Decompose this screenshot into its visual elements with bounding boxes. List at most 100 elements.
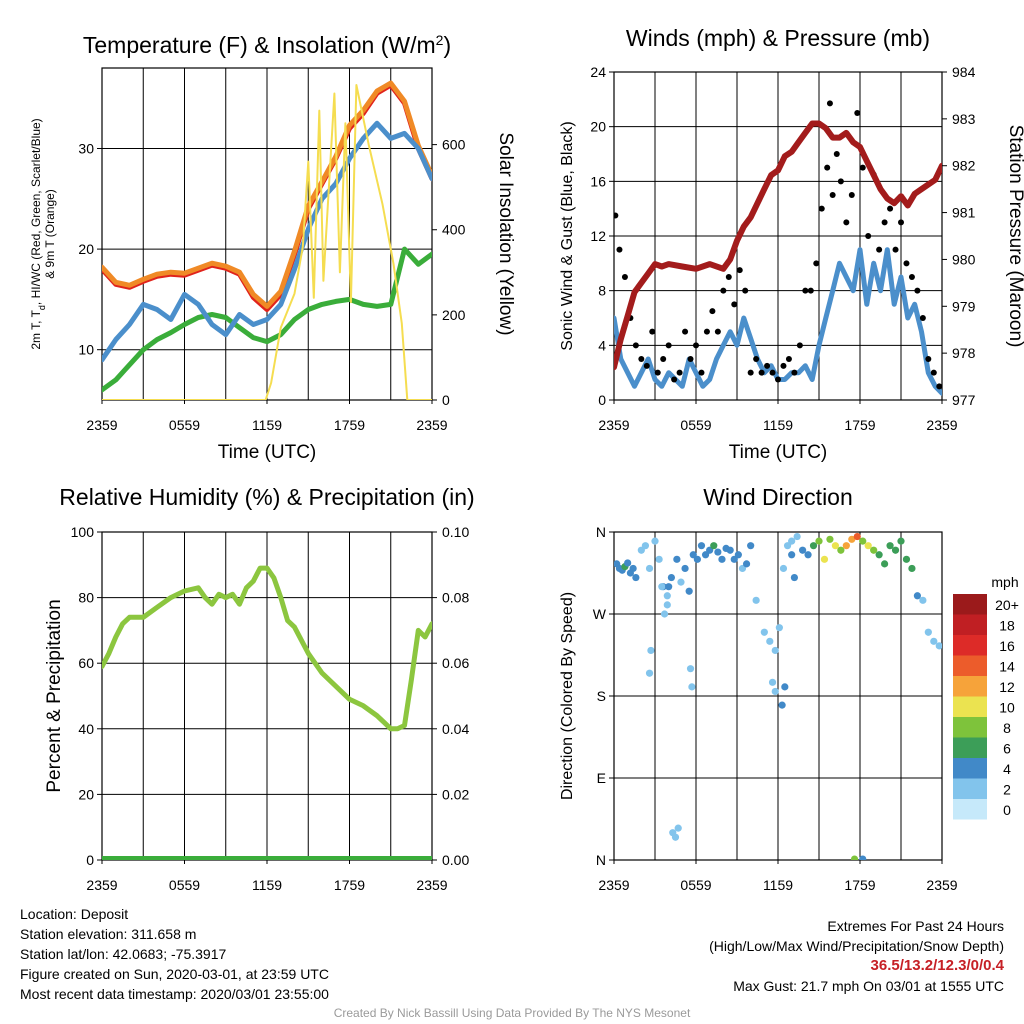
humidity-title: Relative Humidity (%) & Precipitation (i…: [59, 484, 474, 510]
direction-point: [667, 573, 676, 582]
gust-point: [632, 342, 639, 349]
direction-point: [778, 701, 786, 709]
legend-label: 0: [1003, 802, 1011, 818]
temperature-xlabel: Time (UTC): [218, 442, 317, 463]
y2-tick-label: 981: [952, 205, 976, 221]
speed-legend: mph 20+ 18 16 14 12 10 8 6 4 2 0: [953, 574, 1019, 820]
latlon-text: Station lat/lon: 42.0683; -75.3917: [20, 946, 227, 962]
wind-direction-title: Wind Direction: [703, 484, 853, 510]
gust-point: [775, 376, 781, 383]
legend-swatch: [953, 717, 987, 738]
y-tick-label: E: [597, 770, 606, 786]
y-tick-label: 24: [590, 64, 606, 80]
y-tick-label: N: [596, 524, 606, 540]
direction-point: [930, 637, 938, 645]
series-9m-t-line: [102, 80, 432, 309]
gust-point: [736, 267, 743, 274]
wind-direction-ylabel: Direction (Colored By Speed): [559, 592, 576, 800]
direction-point: [886, 542, 894, 550]
gust-point: [876, 246, 883, 253]
gust-point: [769, 369, 776, 376]
direction-point: [853, 532, 861, 541]
gust-point: [703, 328, 710, 335]
x-tick-label: 1159: [763, 417, 793, 433]
direction-point: [913, 592, 922, 600]
y-tick-label: 20: [78, 786, 94, 802]
direction-point: [864, 542, 872, 550]
direction-point: [710, 542, 718, 550]
gust-point: [796, 342, 803, 349]
gust-point: [742, 287, 749, 294]
direction-point: [781, 683, 789, 691]
direction-point: [775, 624, 783, 632]
temperature-ylabel-line2: & 9m T (Orange): [43, 189, 57, 279]
x-tick-label: 2359: [416, 417, 447, 433]
direction-point: [902, 555, 911, 563]
gust-point: [709, 308, 716, 315]
y2-tick-label: 400: [442, 222, 466, 238]
x-tick-label: 1159: [763, 877, 793, 893]
gust-point: [638, 356, 645, 362]
winds-title: Winds (mph) & Pressure (mb): [626, 25, 930, 51]
gust-point: [925, 356, 932, 362]
direction-point: [815, 537, 823, 545]
direction-point: [768, 678, 777, 686]
y-tick-label: 10: [78, 342, 94, 358]
y-tick-label: W: [593, 606, 607, 622]
y-tick-label: 4: [598, 337, 606, 353]
gust-point: [807, 287, 814, 294]
legend-swatch: [953, 696, 987, 717]
direction-point: [697, 542, 706, 550]
direction-point: [693, 555, 701, 563]
legend-swatch: [953, 758, 987, 779]
series-td-line: [102, 246, 432, 393]
temperature-y2label: Solar Insolation (Yellow): [495, 132, 516, 335]
y-tick-label: 16: [590, 173, 606, 189]
recent-data-text: Most recent data timestamp: 2020/03/01 2…: [20, 986, 329, 1002]
gust-point: [833, 151, 840, 157]
y2-tick-label: 977: [952, 392, 976, 408]
station-info: Location: Deposit Station elevation: 311…: [20, 904, 329, 1004]
gust-point: [837, 178, 844, 185]
gust-point: [643, 362, 650, 369]
y2-tick-label: 200: [442, 307, 466, 323]
winds-xlabel: Time (UTC): [729, 442, 828, 463]
gust-point: [676, 369, 683, 376]
direction-point: [714, 548, 722, 556]
gust-point: [649, 328, 656, 335]
gust-point: [747, 369, 754, 376]
x-tick-label: 2359: [86, 417, 117, 433]
extremes-values: 36.5/13.2/12.3/0/0.4: [870, 957, 1004, 974]
legend-label: 16: [999, 638, 1015, 654]
gust-point: [881, 219, 888, 226]
humidity-panel: Relative Humidity (%) & Precipitation (i…: [44, 484, 475, 893]
y-tick-label: 0: [86, 852, 94, 868]
direction-point: [760, 628, 768, 636]
gust-point: [621, 274, 628, 280]
gust-point: [654, 369, 661, 376]
gust-point: [758, 369, 765, 376]
legend-swatch: [953, 676, 987, 697]
y2-tick-label: 0.00: [442, 852, 469, 868]
gust-point: [848, 192, 855, 198]
direction-point: [671, 833, 680, 841]
direction-point: [919, 596, 927, 604]
gust-point: [826, 100, 833, 107]
direction-point: [663, 592, 671, 600]
gust-point: [824, 164, 831, 171]
gust-point: [714, 328, 721, 335]
direction-point: [799, 546, 807, 554]
gust-point: [780, 362, 787, 369]
direction-point: [804, 551, 812, 559]
direction-point: [935, 642, 942, 650]
x-tick-label: 1759: [844, 417, 875, 433]
gust-point: [731, 301, 738, 308]
created-text: Figure created on Sun, 2020-03-01, at 23…: [20, 966, 329, 982]
gust-point: [725, 274, 732, 280]
x-tick-label: 0559: [680, 417, 711, 433]
direction-point: [908, 564, 916, 573]
direction-point: [826, 535, 834, 543]
direction-point: [726, 546, 734, 554]
extremes-subtitle: (High/Low/Max Wind/Precipitation/Snow De…: [709, 938, 1004, 954]
legend-label: 2: [1003, 782, 1011, 798]
